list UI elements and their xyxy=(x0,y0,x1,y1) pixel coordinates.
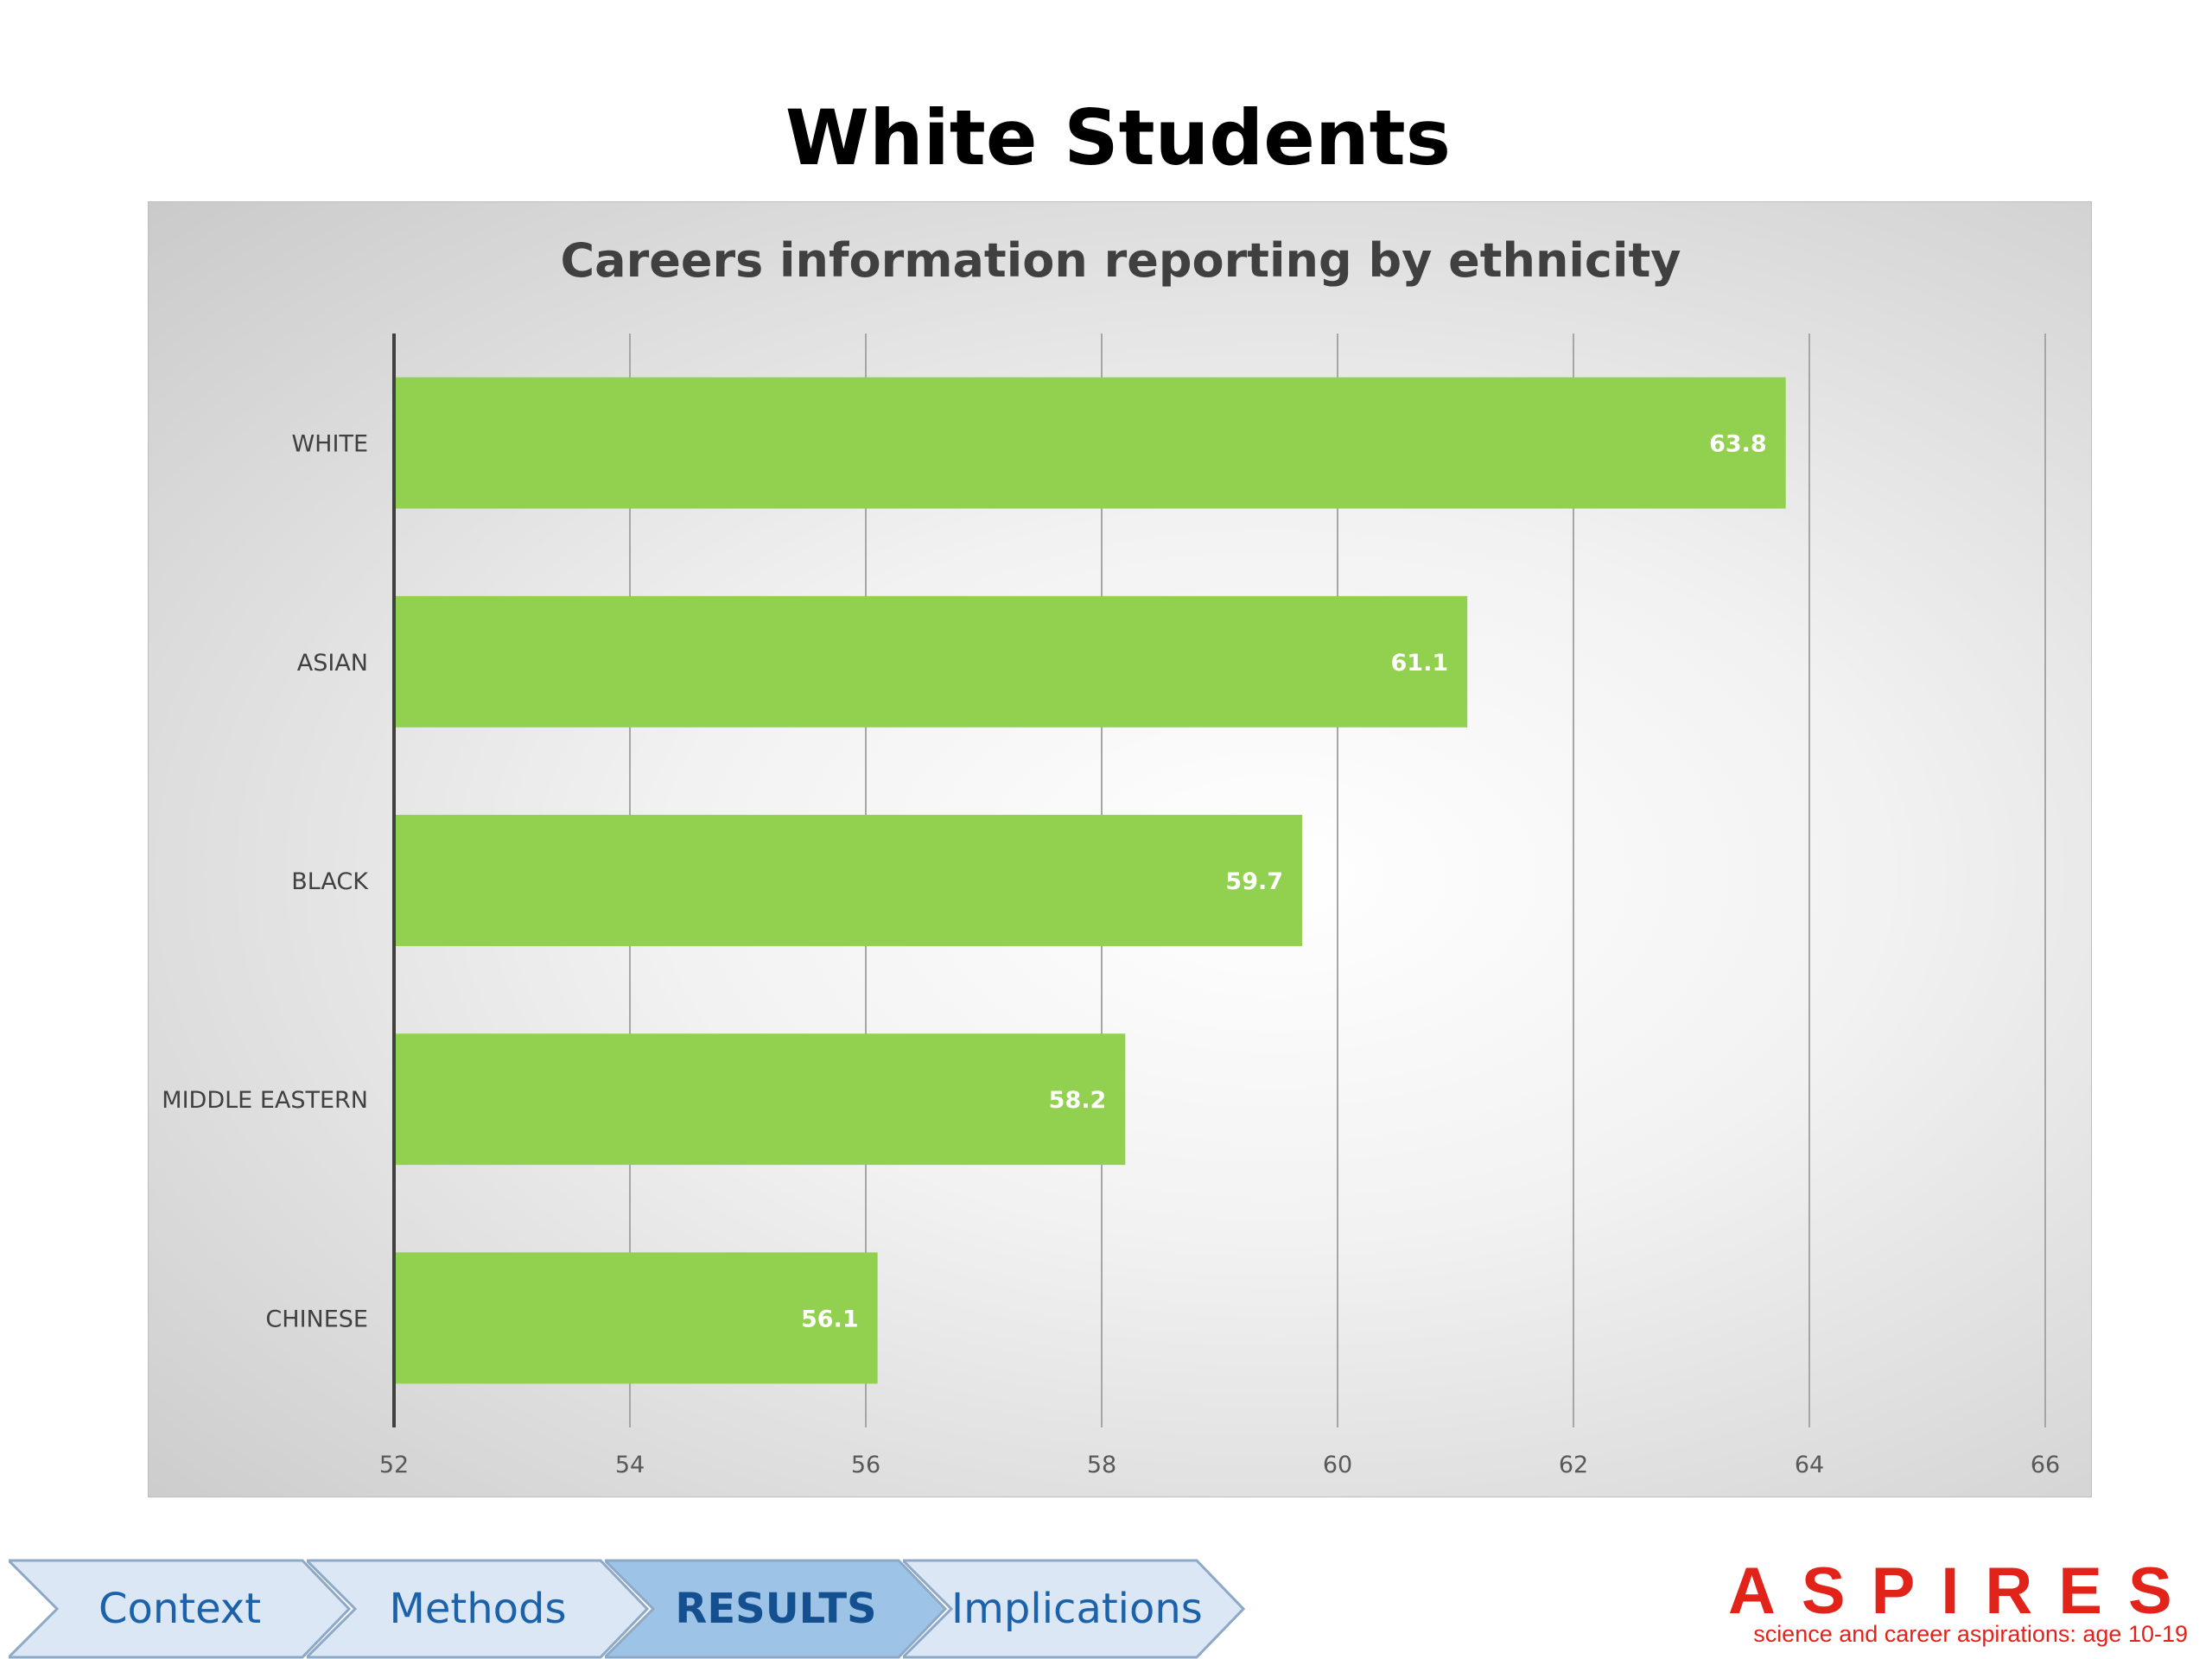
chevron-shape xyxy=(9,1559,351,1659)
x-tick-label: 62 xyxy=(1559,1452,1588,1478)
x-tick-label: 52 xyxy=(379,1452,409,1478)
x-tick-label: 58 xyxy=(1087,1452,1116,1478)
aspires-logo: ASPIRES 2 science and career aspirations… xyxy=(1728,1554,2212,1649)
bar xyxy=(396,377,1786,509)
bar-chart: Careers information reporting by ethnici… xyxy=(162,233,2060,1478)
chart-panel: Careers information reporting by ethnici… xyxy=(148,201,2092,1497)
chevron-shape xyxy=(307,1559,649,1659)
nav-step-methods[interactable]: Methods xyxy=(307,1559,649,1659)
nav-step-results[interactable]: RESULTS xyxy=(605,1559,947,1659)
x-tick-label: 64 xyxy=(1795,1452,1824,1478)
data-label: 59.7 xyxy=(1225,868,1283,895)
chevron-shape xyxy=(605,1559,947,1659)
x-tick-label: 56 xyxy=(851,1452,880,1478)
category-label: ASIAN xyxy=(297,650,368,677)
slide-title: White Students xyxy=(785,93,1452,182)
nav-step-implications[interactable]: Implications xyxy=(903,1559,1245,1659)
category-label: BLACK xyxy=(291,868,369,895)
category-label: CHINESE xyxy=(265,1306,368,1332)
nav-step-label: Methods xyxy=(389,1585,567,1633)
nav-step-context[interactable]: Context xyxy=(9,1559,351,1659)
data-label: 58.2 xyxy=(1049,1087,1107,1114)
category-label: WHITE xyxy=(291,431,368,458)
labels: 52 54 56 58 60 62 64 66 WHITE 63.8 ASIAN 61.1 BLACK 5… xyxy=(162,431,2060,1478)
data-label: 61.1 xyxy=(1391,650,1449,677)
progress-nav: Context Methods RESULTS Implications xyxy=(9,1559,1272,1659)
x-tick-label: 60 xyxy=(1323,1452,1352,1478)
bar xyxy=(396,815,1303,946)
chart-title: Careers information reporting by ethnici… xyxy=(561,233,1681,288)
bars xyxy=(396,377,1786,1384)
x-tick-label: 54 xyxy=(615,1452,645,1478)
category-label: MIDDLE EASTERN xyxy=(162,1087,368,1114)
chevron-shape xyxy=(903,1559,1245,1659)
bar xyxy=(396,1252,878,1384)
nav-step-label: Context xyxy=(98,1585,262,1633)
bar xyxy=(396,1033,1126,1166)
nav-step-label: RESULTS xyxy=(675,1585,877,1633)
x-tick-label: 66 xyxy=(2031,1452,2060,1478)
brand-name: ASPIRES 2 xyxy=(1728,1554,2212,1628)
bar xyxy=(396,595,1468,728)
data-label: 56.1 xyxy=(801,1306,859,1332)
nav-step-label: Implications xyxy=(951,1585,1203,1633)
brand-tagline: science and career aspirations: age 10-1… xyxy=(1753,1621,2188,1647)
data-label: 63.8 xyxy=(1709,431,1767,458)
